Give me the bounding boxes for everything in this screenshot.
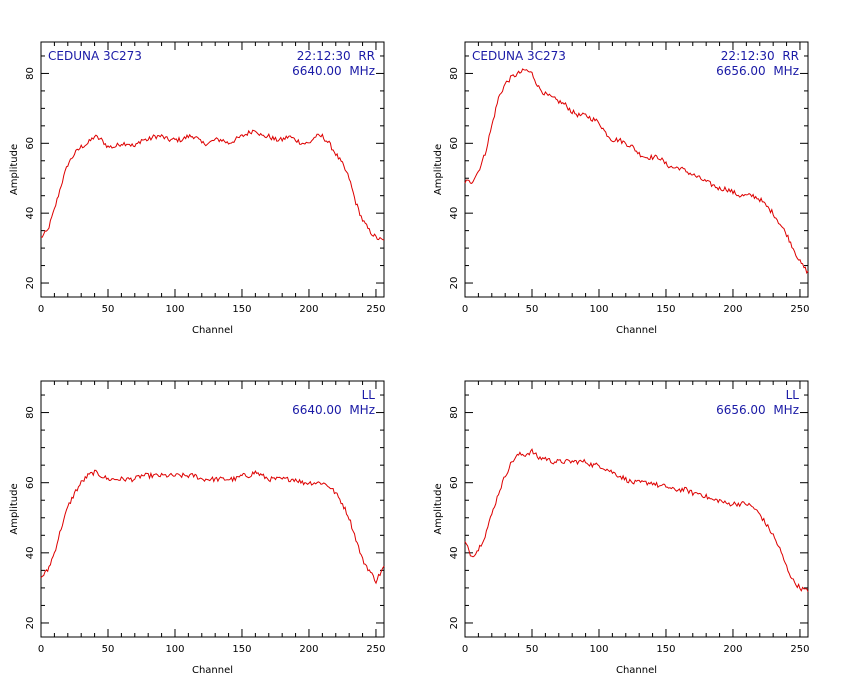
amplitude-trace [464,448,809,592]
plot-frame [40,380,385,638]
source-annotation: CEDUNA 3C273 [48,49,142,63]
y-axis-label: Amplitude [433,483,444,534]
y-tick-label: 60 [25,137,36,150]
x-tick-label: 150 [232,644,251,655]
x-axis-label: Channel [616,665,657,676]
plot-frame [464,41,809,298]
x-tick-label: 100 [165,304,184,315]
x-tick-label: 100 [589,304,608,315]
y-tick-label: 80 [449,67,460,80]
x-tick-label: 200 [299,304,318,315]
y-axis-label: Amplitude [433,144,444,195]
panel-top-right: 0 50 100 150 200 250 20 40 60 80 Channel Amplitude C… [433,41,810,336]
y-tick-label: 80 [449,406,460,419]
y-tick-label: 40 [25,207,36,220]
x-tick-label: 50 [526,644,539,655]
y-tick-label: 20 [449,617,460,630]
info-annotation: 22:12:30 RR [297,49,375,63]
info-annotation: 6656.00 MHz [716,64,799,78]
y-tick-label: 20 [25,277,36,290]
y-tick-label: 40 [25,546,36,559]
info-annotation: LL [786,388,800,402]
x-tick-label: 0 [38,304,44,315]
x-axis-label: Channel [192,325,233,336]
info-annotation: 22:12:30 RR [721,49,799,63]
x-tick-label: 200 [723,304,742,315]
amplitude-trace [40,129,385,241]
x-tick-label: 150 [656,644,675,655]
panel-top-left: 0 50 100 150 200 250 20 40 60 80 Channel Amplitude C… [9,41,386,336]
info-annotation: LL [362,388,376,402]
y-tick-label: 80 [25,67,36,80]
x-axis-label: Channel [192,665,233,676]
x-tick-label: 150 [232,304,251,315]
source-annotation: CEDUNA 3C273 [472,49,566,63]
info-annotation: 6640.00 MHz [292,403,375,417]
x-tick-label: 250 [366,304,385,315]
plot-frame [464,380,809,638]
x-tick-label: 200 [299,644,318,655]
y-tick-label: 60 [449,476,460,489]
x-tick-label: 0 [462,304,468,315]
y-axis-label: Amplitude [9,483,20,534]
amplitude-trace [40,469,385,585]
x-tick-label: 250 [790,304,809,315]
panel-bottom-right: 0 50 100 150 200 250 20 40 60 80 Channel Amplitude L… [433,380,810,676]
x-tick-label: 200 [723,644,742,655]
y-tick-label: 20 [449,277,460,290]
x-tick-label: 100 [589,644,608,655]
x-tick-label: 0 [38,644,44,655]
x-tick-label: 250 [366,644,385,655]
panel-bottom-left: 0 50 100 150 200 250 20 40 60 80 Channel Amplitude L… [9,380,386,676]
y-tick-label: 80 [25,406,36,419]
x-tick-label: 100 [165,644,184,655]
x-tick-label: 250 [790,644,809,655]
info-annotation: 6640.00 MHz [292,64,375,78]
x-tick-label: 0 [462,644,468,655]
y-tick-label: 40 [449,546,460,559]
x-tick-label: 50 [102,644,115,655]
x-tick-label: 50 [526,304,539,315]
plot-frame [40,41,385,298]
x-tick-label: 50 [102,304,115,315]
x-axis-label: Channel [616,325,657,336]
x-tick-label: 150 [656,304,675,315]
y-tick-label: 20 [25,617,36,630]
y-axis-label: Amplitude [9,144,20,195]
amplitude-trace [464,68,809,275]
y-tick-label: 60 [449,137,460,150]
info-annotation: 6656.00 MHz [716,403,799,417]
y-tick-label: 60 [25,476,36,489]
y-tick-label: 40 [449,207,460,220]
